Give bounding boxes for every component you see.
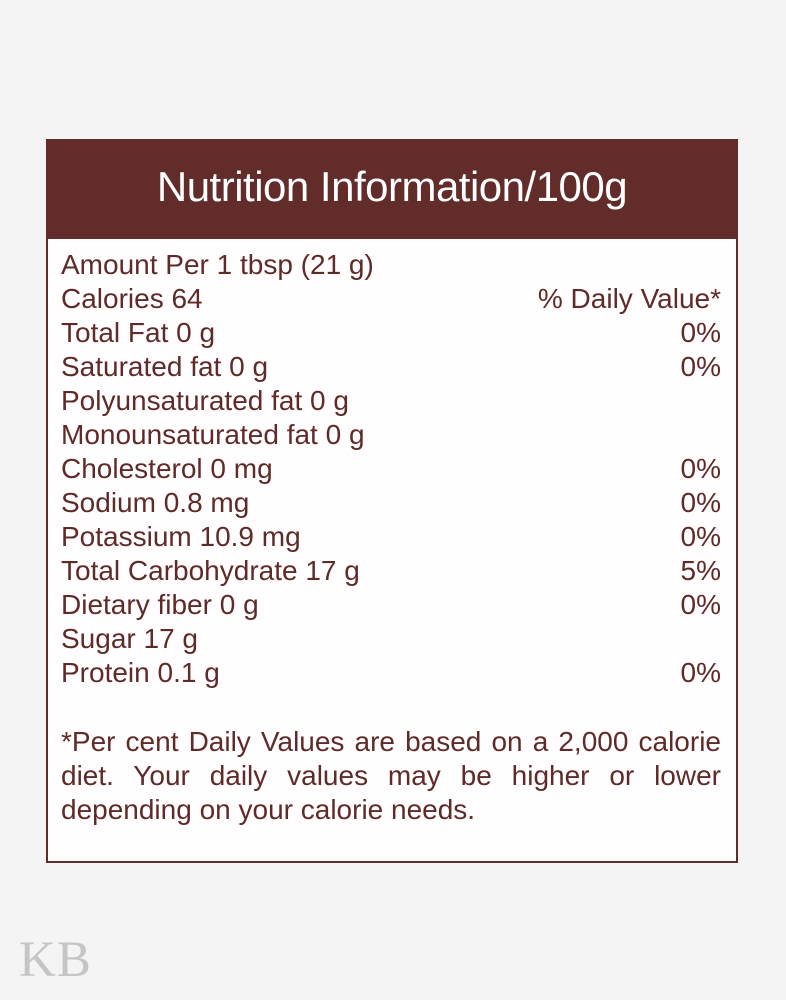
nutrient-daily-value: 0% [680,351,721,382]
nutrition-row: Potassium 10.9 mg 0% [61,520,721,554]
nutrient-name: Calories 64 [61,283,203,314]
nutrition-row: Amount Per 1 tbsp (21 g) [61,248,721,282]
nutrient-daily-value: % Daily Value* [537,283,721,314]
nutrient-daily-value: 0% [680,487,721,518]
nutrient-name: Sugar 17 g [61,623,198,654]
nutrition-label-card: Nutrition Information/100g Amount Per 1 … [46,139,738,863]
nutrient-name: Amount Per 1 tbsp (21 g) [61,249,374,280]
nutrition-label-header: Nutrition Information/100g [46,139,738,239]
nutrient-name: Polyunsaturated fat 0 g [61,385,349,416]
nutrition-row: Total Carbohydrate 17 g 5% [61,554,721,588]
nutrition-row: Calories 64 % Daily Value* [61,282,721,316]
nutrition-row: Monounsaturated fat 0 g [61,418,721,452]
kb-watermark: KB [19,932,92,988]
nutrition-label-body: Amount Per 1 tbsp (21 g) Calories 64 % Dai… [46,239,738,863]
nutrition-row: Saturated fat 0 g 0% [61,350,721,384]
nutrition-label-title: Nutrition Information/100g [156,163,628,210]
nutrition-row: Sugar 17 g [61,622,721,656]
nutrient-name: Saturated fat 0 g [61,351,269,382]
nutrient-name: Dietary fiber 0 g [61,589,259,620]
nutrient-name: Protein 0.1 g [61,657,220,688]
nutrition-row: Protein 0.1 g 0% [61,656,721,690]
daily-value-footnote: *Per cent Daily Values are based on a 2,… [61,726,721,825]
nutrition-row: Cholesterol 0 mg 0% [61,452,721,486]
nutrient-name: Total Fat 0 g [61,317,216,348]
nutrient-name: Cholesterol 0 mg [61,453,273,484]
nutrition-row: Sodium 0.8 mg 0% [61,486,721,520]
nutrient-name: Potassium 10.9 mg [61,521,301,552]
nutrition-rows: Amount Per 1 tbsp (21 g) Calories 64 % Dai… [61,248,721,690]
nutrition-row: Dietary fiber 0 g 0% [61,588,721,622]
nutrient-daily-value: 0% [680,317,721,348]
nutrition-row: Polyunsaturated fat 0 g [61,384,721,418]
nutrient-name: Total Carbohydrate 17 g [61,555,360,586]
nutrient-daily-value: 0% [680,521,721,552]
nutrient-name: Monounsaturated fat 0 g [61,419,365,450]
nutrient-daily-value: 0% [680,589,721,620]
nutrition-row: Total Fat 0 g 0% [61,316,721,350]
nutrient-daily-value: 0% [680,657,721,688]
nutrient-daily-value: 0% [680,453,721,484]
nutrient-daily-value: 5% [680,555,721,586]
nutrient-name: Sodium 0.8 mg [61,487,250,518]
